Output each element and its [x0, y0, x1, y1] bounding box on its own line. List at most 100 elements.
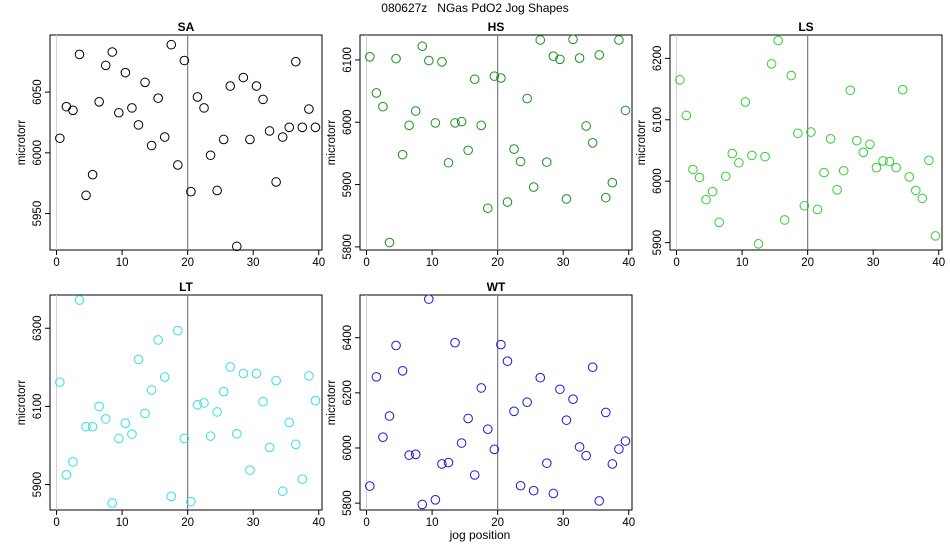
x-tick-label: 30 [247, 517, 260, 529]
data-point [417, 41, 428, 52]
data-point [878, 156, 888, 166]
data-point [600, 192, 611, 203]
data-point [884, 156, 895, 167]
data-point [819, 167, 829, 178]
data-point [81, 421, 91, 432]
data-point [924, 155, 934, 166]
data-point [443, 157, 454, 168]
data-point [476, 383, 487, 393]
data-point [806, 127, 816, 137]
data-point [753, 239, 764, 249]
data-point [55, 377, 65, 387]
data-point [535, 372, 546, 383]
data-point [535, 35, 546, 45]
panel-sa: SA 0 10 20 30 40 5950 6000 6050 microtorr [16, 20, 325, 269]
panel-title: LT [179, 280, 193, 294]
plot-frame [359, 34, 633, 251]
data-point [192, 400, 203, 410]
data-point [365, 481, 375, 491]
data-point [515, 156, 526, 167]
data-point [522, 397, 532, 408]
data-point [581, 121, 591, 131]
data-point [271, 177, 281, 187]
y-tick-label: 6000 [652, 168, 664, 194]
data-point [489, 444, 500, 455]
y-axis-label: microtorr [326, 380, 338, 426]
x-tick-label: 10 [116, 517, 129, 529]
data-point [100, 60, 111, 71]
y-tick-label: 6050 [32, 79, 44, 105]
data-point [74, 49, 85, 60]
data-point [734, 157, 744, 168]
data-point [251, 81, 262, 91]
data-point [212, 185, 222, 196]
data-point [720, 171, 731, 182]
x-tick-label: 20 [181, 257, 194, 269]
data-point [417, 499, 428, 510]
data-point [701, 194, 711, 205]
data-point [238, 368, 249, 379]
data-point [528, 485, 539, 496]
x-tick-label: 20 [801, 257, 814, 269]
y-tick-label: 6000 [342, 435, 354, 461]
data-point [225, 81, 236, 91]
x-axis-label: jog position [449, 528, 511, 542]
y-tick-label: 5800 [342, 234, 354, 260]
x-tick-label: 40 [622, 517, 635, 529]
data-point [258, 94, 268, 105]
data-point [910, 185, 921, 196]
x-tick-label: 30 [867, 257, 880, 269]
data-point [146, 140, 157, 151]
data-point [120, 67, 131, 78]
data-point [424, 55, 434, 66]
data-point [430, 118, 441, 128]
data-point [620, 105, 631, 116]
data-point [153, 93, 163, 103]
data-point [94, 97, 104, 107]
y-tick-label: 6100 [32, 394, 44, 420]
data-point [218, 386, 229, 397]
data-point [225, 362, 236, 372]
data-point [541, 458, 552, 468]
data-point [594, 496, 605, 506]
data-point [469, 470, 480, 480]
data-point [891, 162, 901, 173]
data-point [581, 450, 591, 461]
plot-frame [669, 34, 943, 251]
data-point [688, 164, 698, 175]
data-point [607, 459, 618, 469]
data-point [245, 465, 255, 475]
data-point [55, 133, 65, 144]
data-point [277, 132, 288, 142]
data-point [68, 457, 78, 467]
plot-frame [49, 294, 323, 511]
data-point [186, 496, 196, 507]
x-tick-label: 10 [426, 257, 439, 269]
data-point [245, 134, 255, 145]
panel-title: LS [798, 20, 813, 34]
data-point [94, 401, 104, 412]
data-point [930, 231, 941, 241]
data-point [304, 104, 314, 114]
y-tick-label: 5900 [652, 230, 664, 256]
data-point [587, 138, 598, 148]
figure-title: 080627z NGas PdO2 Jog Shapes [381, 1, 569, 15]
data-point [238, 72, 249, 83]
y-tick-label: 6200 [652, 46, 664, 72]
data-point [107, 47, 118, 57]
data-point [568, 394, 578, 404]
data-point [561, 194, 572, 204]
data-point [310, 122, 321, 133]
data-point [212, 407, 222, 417]
data-point [727, 148, 738, 159]
x-tick-label: 30 [557, 257, 570, 269]
data-point [231, 241, 242, 252]
data-point [258, 396, 268, 407]
data-point [192, 92, 203, 102]
data-point [166, 491, 177, 502]
data-point [555, 54, 565, 65]
data-point [81, 190, 91, 201]
data-point [773, 35, 783, 46]
data-point [159, 372, 170, 382]
data-point [397, 366, 408, 376]
